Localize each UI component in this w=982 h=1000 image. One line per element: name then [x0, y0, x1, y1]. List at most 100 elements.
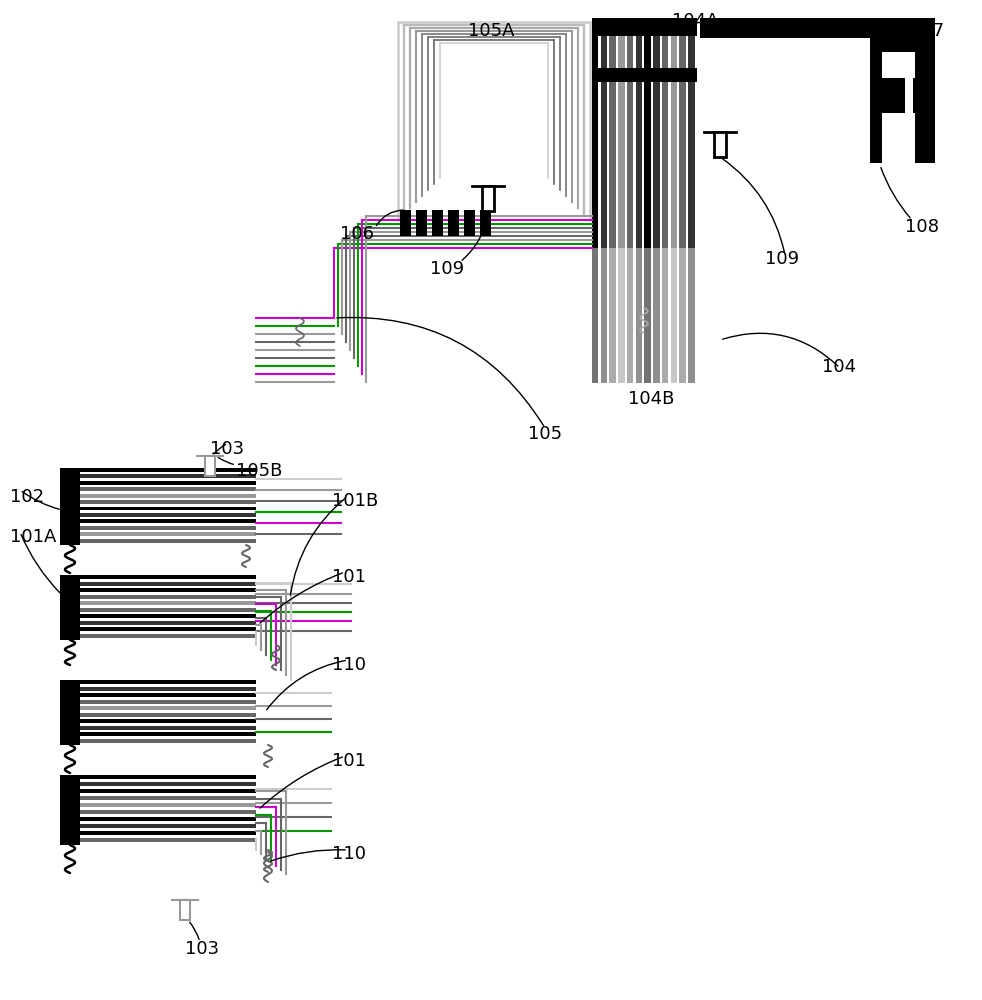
Bar [80, 789, 256, 793]
Bar [80, 506, 256, 510]
Bar [80, 487, 256, 491]
Bar [80, 481, 256, 485]
Bar [400, 210, 411, 236]
Bar [205, 456, 215, 476]
Bar [870, 52, 882, 163]
Bar [680, 248, 685, 383]
Bar [671, 36, 677, 248]
Bar [80, 539, 256, 543]
Text: 108: 108 [905, 218, 939, 236]
Bar [80, 532, 256, 536]
Text: 101B: 101B [332, 492, 378, 510]
Text: 103: 103 [210, 440, 245, 458]
Bar [416, 210, 427, 236]
Bar [644, 36, 651, 248]
Bar [680, 36, 685, 248]
Text: 106: 106 [340, 225, 374, 243]
Bar [80, 719, 256, 723]
Bar [80, 775, 256, 779]
Bar [80, 817, 256, 821]
Bar [80, 706, 256, 710]
Bar [80, 474, 256, 478]
Bar [627, 36, 633, 248]
Text: 103: 103 [185, 940, 219, 958]
Bar [80, 634, 256, 638]
Bar [80, 838, 256, 842]
Bar [635, 248, 642, 383]
Bar [80, 513, 256, 517]
Text: 101A: 101A [10, 528, 56, 546]
Text: 101: 101 [332, 568, 366, 586]
Bar [714, 132, 726, 157]
Bar [671, 248, 677, 383]
Text: 107: 107 [910, 22, 944, 40]
Bar [80, 519, 256, 523]
Text: 104A: 104A [672, 12, 719, 30]
Bar [80, 607, 256, 612]
Bar [653, 248, 660, 383]
Bar [80, 601, 256, 605]
Bar [601, 248, 607, 383]
Bar [60, 775, 80, 845]
Text: 109: 109 [765, 250, 799, 268]
Bar [80, 693, 256, 697]
Bar [592, 36, 598, 248]
Bar [80, 732, 256, 736]
Bar [80, 782, 256, 786]
Bar [915, 18, 935, 163]
Bar [80, 824, 256, 828]
Bar [619, 36, 625, 248]
Bar [80, 700, 256, 704]
Bar [610, 248, 616, 383]
Bar [80, 726, 256, 730]
Bar [80, 712, 256, 717]
Bar [80, 686, 256, 691]
Bar [80, 500, 256, 504]
Bar [448, 210, 459, 236]
Text: 110: 110 [332, 845, 366, 863]
Bar [80, 494, 256, 498]
Bar [592, 248, 598, 383]
Bar [80, 810, 256, 814]
Bar [60, 468, 80, 545]
Bar [480, 210, 491, 236]
Bar [80, 588, 256, 592]
Bar [619, 248, 625, 383]
Bar [60, 575, 80, 640]
Text: 105A: 105A [468, 22, 515, 40]
Text: 105: 105 [528, 425, 562, 443]
Bar [464, 210, 475, 236]
Bar [644, 248, 651, 383]
Bar [688, 36, 694, 248]
Bar [60, 680, 80, 745]
Bar [627, 248, 633, 383]
Bar [80, 582, 256, 586]
Bar [662, 248, 669, 383]
Text: 109: 109 [430, 260, 464, 278]
Text: 104: 104 [822, 358, 856, 376]
Bar [432, 210, 443, 236]
Text: 102: 102 [10, 488, 44, 506]
Bar [80, 831, 256, 835]
Bar [700, 18, 935, 38]
Bar [635, 36, 642, 248]
Bar [180, 900, 190, 920]
Bar [653, 36, 660, 248]
Bar [80, 627, 256, 631]
Bar [870, 38, 915, 52]
Text: 110: 110 [332, 656, 366, 674]
Bar [80, 796, 256, 800]
Bar [601, 36, 607, 248]
Bar [610, 36, 616, 248]
Bar [80, 526, 256, 530]
Bar [80, 468, 256, 472]
Text: 104B: 104B [628, 390, 675, 408]
Bar [913, 78, 935, 113]
Text: 101: 101 [332, 752, 366, 770]
Bar [662, 36, 669, 248]
Bar [592, 68, 697, 82]
Bar [80, 738, 256, 743]
Bar [80, 614, 256, 618]
Bar [80, 620, 256, 625]
Bar [80, 680, 256, 684]
